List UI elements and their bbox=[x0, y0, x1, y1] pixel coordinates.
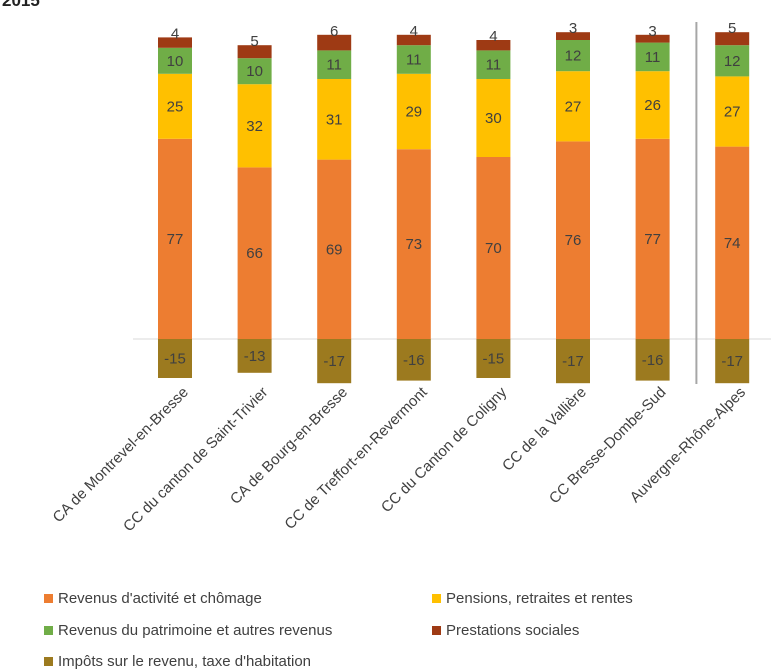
bar-segment-negative bbox=[476, 339, 511, 378]
data-label: 70 bbox=[485, 240, 502, 257]
bar-group: 77 26 11 3 -16 bbox=[635, 23, 670, 381]
bar-segment bbox=[635, 34, 670, 43]
data-label: 69 bbox=[326, 241, 343, 258]
bar-segment bbox=[476, 50, 511, 79]
data-label: 11 bbox=[326, 57, 342, 74]
bar-segment bbox=[158, 138, 192, 339]
data-label: 27 bbox=[565, 98, 582, 115]
bar-segment bbox=[237, 167, 272, 339]
bar-segment bbox=[635, 71, 670, 139]
data-label: 12 bbox=[565, 48, 582, 65]
data-label: -15 bbox=[483, 351, 505, 368]
bar-segment bbox=[635, 138, 670, 339]
bar-segment bbox=[396, 149, 431, 339]
bar-segment bbox=[715, 76, 750, 147]
bar-segment-negative bbox=[635, 339, 670, 381]
data-label: 6 bbox=[330, 23, 338, 40]
data-label: 11 bbox=[486, 57, 502, 74]
data-label: 32 bbox=[246, 118, 263, 135]
bar-segment bbox=[715, 45, 750, 77]
data-label: 30 bbox=[485, 110, 502, 127]
bar-segment bbox=[556, 71, 590, 142]
bar-segment bbox=[476, 40, 511, 51]
data-label: -13 bbox=[244, 348, 266, 365]
bar-segment bbox=[317, 159, 352, 339]
bar-segment bbox=[158, 47, 192, 74]
bar-group: 66 32 10 5 -13 bbox=[237, 33, 272, 373]
data-label: -17 bbox=[721, 353, 743, 370]
bar-segment bbox=[237, 84, 272, 168]
data-label: 4 bbox=[171, 25, 179, 42]
bar-segment bbox=[317, 34, 352, 51]
data-label: 5 bbox=[250, 33, 258, 50]
chart-title-fragment: 2015 bbox=[2, 0, 40, 10]
bar-segment-negative bbox=[237, 339, 272, 373]
bar-group: 73 29 11 4 -16 bbox=[396, 23, 431, 381]
data-label: 31 bbox=[326, 111, 343, 128]
bar-segment bbox=[556, 141, 590, 339]
bar-segment bbox=[396, 45, 431, 74]
data-label: 10 bbox=[167, 53, 184, 70]
data-label: -15 bbox=[164, 351, 186, 368]
bar-segment bbox=[476, 79, 511, 157]
data-label: 4 bbox=[489, 28, 497, 45]
bar-segment bbox=[237, 58, 272, 85]
bar-segment-negative bbox=[396, 339, 431, 381]
bar-segment-negative bbox=[317, 339, 352, 384]
bar-segment bbox=[715, 146, 750, 339]
data-label: 3 bbox=[648, 23, 656, 40]
bar-segment bbox=[317, 50, 352, 79]
data-label: 66 bbox=[246, 245, 263, 262]
category-label: CC de Treffort-en-Revermont bbox=[281, 383, 431, 533]
bar-segment bbox=[635, 42, 670, 72]
bar-segment bbox=[158, 73, 192, 139]
data-label: 25 bbox=[167, 98, 184, 115]
data-label: 12 bbox=[724, 53, 741, 70]
data-label: 10 bbox=[246, 63, 263, 80]
data-label: 4 bbox=[410, 23, 418, 40]
bar-segment-negative bbox=[556, 339, 590, 384]
bar-group: 69 31 11 6 -17 bbox=[317, 23, 352, 384]
data-label: 76 bbox=[565, 232, 582, 249]
bar-segment bbox=[158, 37, 192, 48]
data-label: -17 bbox=[562, 353, 584, 370]
data-label: 11 bbox=[406, 52, 422, 69]
data-label: 77 bbox=[644, 231, 661, 248]
data-label: -16 bbox=[642, 352, 664, 369]
bar-group: 70 30 11 4 -15 bbox=[476, 28, 511, 378]
bar-segment-negative bbox=[158, 339, 192, 378]
data-label: 29 bbox=[405, 104, 422, 121]
bar-segment bbox=[317, 79, 352, 160]
data-label: -17 bbox=[323, 353, 345, 370]
bar-segment bbox=[396, 34, 431, 46]
data-label: 73 bbox=[405, 236, 422, 253]
category-label: CC de la Vallière bbox=[499, 384, 590, 475]
data-label: 11 bbox=[645, 49, 661, 66]
data-label: 5 bbox=[728, 20, 736, 37]
bar-group: 77 25 10 4 -15 bbox=[158, 25, 192, 378]
bar-segment bbox=[556, 32, 590, 40]
bar-segment bbox=[237, 45, 272, 59]
bar-segment bbox=[476, 157, 511, 339]
bar-segment bbox=[715, 32, 750, 46]
data-label: -16 bbox=[403, 352, 425, 369]
bar-group: 76 27 12 3 -17 bbox=[556, 20, 590, 384]
data-label: 3 bbox=[569, 20, 577, 37]
bar-segment bbox=[396, 73, 431, 150]
category-label: CA de Montrevel-en-Bresse bbox=[50, 384, 192, 526]
bar-group: 74 27 12 5 -17 bbox=[715, 20, 750, 384]
data-label: 26 bbox=[644, 97, 661, 114]
data-label: 74 bbox=[724, 235, 741, 252]
bar-segment bbox=[556, 40, 590, 72]
category-label: CC du canton de Saint-Trivier bbox=[120, 384, 271, 535]
data-label: 77 bbox=[167, 231, 184, 248]
bar-segment-negative bbox=[715, 339, 750, 384]
data-label: 27 bbox=[724, 104, 741, 121]
